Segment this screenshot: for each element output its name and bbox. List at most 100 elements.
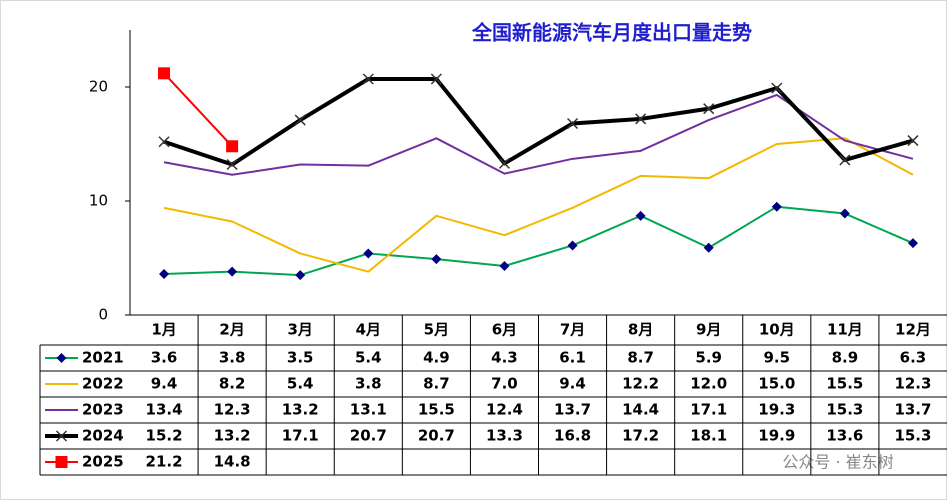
- marker: [839, 154, 851, 166]
- marker: [55, 430, 68, 442]
- x-tick-label: 8月: [628, 321, 653, 339]
- x-tick-label: 3月: [287, 321, 312, 339]
- table-value: 18.1: [690, 427, 727, 445]
- marker: [294, 114, 306, 126]
- table-value: 3.6: [151, 349, 178, 367]
- table-value: 13.7: [554, 401, 591, 419]
- table-value: 13.7: [894, 401, 931, 419]
- marker: [771, 201, 782, 212]
- table-value: 4.9: [423, 349, 450, 367]
- table-value: 7.0: [491, 375, 518, 393]
- marker: [227, 266, 238, 277]
- series-line: [163, 77, 914, 167]
- table-value: 5.9: [695, 349, 722, 367]
- x-tick-label: 5月: [424, 321, 449, 339]
- y-tick-label: 0: [98, 306, 108, 324]
- marker: [907, 135, 919, 147]
- table-value: 16.8: [554, 427, 591, 445]
- table-value: 14.8: [214, 453, 251, 471]
- table-value: 12.2: [622, 375, 659, 393]
- table-value: 20.7: [418, 427, 455, 445]
- series-line: [163, 137, 914, 273]
- table-value: 3.8: [355, 375, 382, 393]
- marker: [158, 67, 171, 80]
- legend-label: 2022: [82, 375, 124, 393]
- marker: [839, 208, 850, 219]
- table-value: 6.3: [900, 349, 927, 367]
- table-value: 15.3: [826, 401, 863, 419]
- table-value: 13.2: [282, 401, 319, 419]
- table-value: 15.5: [826, 375, 863, 393]
- table-value: 3.5: [287, 349, 314, 367]
- watermark: 公众号 · 崔东树: [782, 453, 893, 472]
- marker: [703, 242, 714, 253]
- table-value: 9.4: [151, 375, 178, 393]
- table-value: 20.7: [350, 427, 387, 445]
- marker: [226, 140, 239, 153]
- marker: [362, 73, 374, 85]
- marker: [498, 157, 510, 169]
- x-tick-label: 6月: [492, 321, 517, 339]
- series-line: [164, 205, 914, 277]
- table-value: 15.3: [894, 427, 931, 445]
- marker: [635, 113, 647, 125]
- table-value: 19.3: [758, 401, 795, 419]
- marker: [907, 238, 918, 249]
- table-value: 17.1: [282, 427, 319, 445]
- marker: [158, 136, 170, 148]
- x-tick-label: 10月: [759, 321, 795, 339]
- table-value: 15.2: [146, 427, 183, 445]
- table-value: 12.3: [214, 401, 251, 419]
- marker: [56, 353, 67, 363]
- x-tick-label: 9月: [696, 321, 721, 339]
- y-tick-label: 20: [89, 78, 108, 96]
- table-value: 8.7: [627, 349, 654, 367]
- x-tick-label: 11月: [827, 321, 863, 339]
- marker: [431, 254, 442, 265]
- table-value: 6.1: [559, 349, 586, 367]
- table-value: 8.9: [832, 349, 859, 367]
- table-value: 13.4: [146, 401, 183, 419]
- table-value: 13.6: [826, 427, 863, 445]
- table-value: 19.9: [758, 427, 795, 445]
- series-line: [163, 72, 233, 147]
- table-value: 9.4: [559, 375, 586, 393]
- legend-label: 2021: [82, 349, 124, 367]
- marker: [55, 456, 68, 468]
- table-value: 17.2: [622, 427, 659, 445]
- table-value: 5.4: [355, 349, 382, 367]
- x-tick-label: 1月: [151, 321, 176, 339]
- table-value: 14.4: [622, 401, 659, 419]
- marker: [499, 260, 510, 271]
- table-value: 8.2: [219, 375, 246, 393]
- table-value: 8.7: [423, 375, 450, 393]
- marker: [159, 268, 170, 279]
- table-value: 5.4: [287, 375, 314, 393]
- legend-label: 2024: [82, 427, 124, 445]
- chart-title: 全国新能源汽车月度出口量走势: [471, 21, 752, 45]
- y-tick-label: 10: [89, 192, 108, 210]
- table-value: 9.5: [764, 349, 791, 367]
- marker: [363, 248, 374, 259]
- table-value: 17.1: [690, 401, 727, 419]
- marker: [567, 117, 579, 130]
- table-value: 12.4: [486, 401, 523, 419]
- legend-label: 2025: [82, 453, 124, 471]
- table-value: 3.8: [219, 349, 246, 367]
- table-value: 13.2: [214, 427, 251, 445]
- marker: [295, 270, 306, 281]
- marker: [703, 103, 715, 115]
- table-value: 21.2: [146, 453, 183, 471]
- legend-label: 2023: [82, 401, 124, 419]
- x-tick-label: 12月: [895, 321, 931, 339]
- table-value: 15.0: [758, 375, 795, 393]
- marker: [567, 240, 578, 251]
- x-tick-label: 7月: [560, 321, 585, 339]
- table-value: 4.3: [491, 349, 518, 367]
- table-value: 15.5: [418, 401, 455, 419]
- marker: [226, 158, 238, 171]
- table-value: 12.3: [894, 375, 931, 393]
- marker: [635, 210, 646, 221]
- table-value: 13.1: [350, 401, 387, 419]
- marker: [430, 73, 442, 85]
